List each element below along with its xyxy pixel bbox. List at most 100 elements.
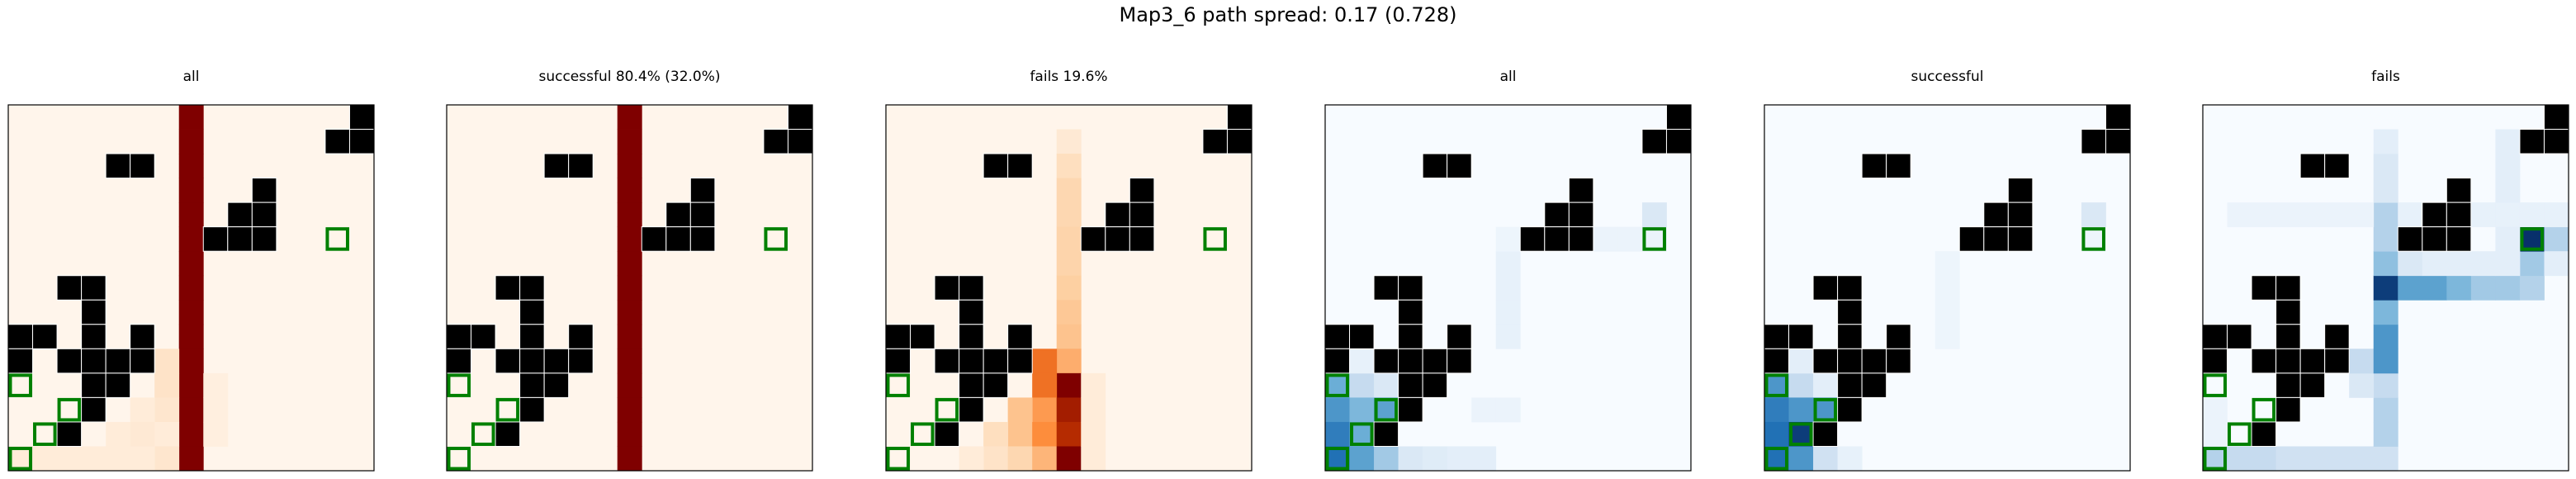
heatmap-cell: [2300, 202, 2326, 228]
heatmap-cell: [617, 178, 642, 203]
obstacle-cell: [1398, 275, 1423, 301]
obstacle-cell: [130, 324, 155, 349]
obstacle-cell: [1007, 153, 1033, 179]
obstacle-cell: [1422, 348, 1448, 374]
obstacle-cell: [2324, 324, 2350, 349]
obstacle-cell: [1568, 202, 1594, 228]
obstacle-cell: [959, 275, 984, 301]
heatmap-cell: [1788, 421, 1814, 447]
heatmap-cell: [1788, 397, 1814, 423]
goal-marker: [1325, 373, 1350, 397]
heatmap-cell: [57, 446, 82, 472]
obstacle-cell: [2275, 324, 2301, 349]
obstacle-cell: [1837, 348, 1863, 374]
heatmap-cell: [2349, 349, 2375, 374]
obstacle-cell: [641, 226, 667, 252]
heatmap-cell: [1374, 397, 1399, 423]
heatmap-cell: [1325, 397, 1350, 423]
heatmap-cell: [2373, 154, 2398, 178]
heatmap-cell: [203, 372, 229, 398]
obstacle-cell: [348, 104, 375, 130]
obstacle-cell: [2299, 372, 2326, 398]
heatmap-cell: [2081, 202, 2106, 228]
heatmap-cell: [1471, 446, 1497, 472]
heatmap-cell: [2203, 397, 2228, 423]
heatmap-cell: [2373, 251, 2398, 277]
heatmap-cell: [2203, 446, 2228, 472]
heatmap-cell: [2373, 202, 2398, 228]
heatmap-cell: [1447, 446, 1472, 472]
heatmap-cell: [1007, 397, 1033, 423]
obstacle-cell: [959, 372, 984, 398]
heatmap-cell: [1032, 421, 1058, 447]
heatmap-cell: [2373, 226, 2398, 252]
heatmap-cell: [1056, 154, 1082, 178]
heatmap-cell: [617, 251, 642, 277]
obstacle-cell: [251, 202, 277, 228]
heatmap-cell: [2446, 275, 2472, 301]
obstacle-cell: [959, 299, 984, 325]
obstacle-cell: [1324, 324, 1351, 349]
obstacle-cell: [2105, 104, 2131, 130]
heatmap-cell: [1813, 446, 1838, 472]
goal-marker: [886, 373, 911, 397]
obstacle-cell: [1398, 372, 1423, 398]
heatmap-cell: [2227, 202, 2252, 228]
obstacle-cell: [2397, 226, 2423, 252]
obstacle-cell: [105, 348, 131, 374]
goal-marker: [57, 397, 82, 422]
obstacle-cell: [689, 178, 716, 203]
heatmap-cell: [1423, 446, 1448, 472]
obstacle-cell: [1837, 324, 1863, 349]
obstacle-cell: [1349, 324, 1375, 349]
heatmap-cell: [2495, 251, 2521, 277]
obstacle-cell: [2105, 129, 2131, 154]
obstacle-cell: [2422, 202, 2447, 228]
obstacle-cell: [56, 348, 83, 374]
heatmap-cell: [1349, 372, 1375, 398]
heatmap-cell: [1349, 446, 1375, 472]
panel-frame: [7, 104, 375, 472]
figure-title: Map3_6 path spread: 0.17 (0.728): [1119, 3, 1457, 26]
obstacle-cell: [1837, 372, 1863, 398]
heatmap-cell: [1495, 226, 1521, 252]
obstacle-cell: [1886, 348, 1911, 374]
heatmap-panel-6: fails: [2202, 69, 2569, 472]
goal-marker: [2252, 397, 2276, 422]
obstacle-cell: [959, 396, 984, 423]
obstacle-cell: [81, 275, 107, 301]
obstacle-cell: [495, 275, 521, 301]
panel-title: fails 19.6%: [1030, 69, 1107, 85]
obstacle-cell: [885, 324, 912, 349]
obstacle-cell: [81, 299, 107, 325]
obstacle-cell: [568, 153, 594, 179]
obstacle-cell: [665, 202, 691, 228]
obstacle-cell: [81, 396, 107, 423]
goal-marker: [1642, 227, 1666, 251]
obstacle-cell: [446, 348, 472, 374]
heatmap-cell: [2495, 178, 2521, 203]
obstacle-cell: [56, 275, 83, 301]
obstacle-cell: [495, 421, 521, 447]
heatmap-cell: [1056, 421, 1082, 447]
heatmap-cell: [154, 397, 180, 423]
heatmap-cell: [1788, 349, 1814, 374]
heatmap-cell: [1764, 372, 1789, 398]
goal-marker: [1350, 422, 1374, 446]
heatmap-cell: [178, 129, 204, 154]
obstacle-cell: [568, 348, 594, 374]
obstacle-cell: [81, 348, 107, 374]
heatmap-cell: [617, 446, 642, 472]
heatmap-cell: [1056, 251, 1082, 277]
panel-title: fails: [2371, 69, 2400, 85]
goal-marker: [1813, 397, 1838, 422]
obstacle-cell: [7, 348, 34, 374]
obstacle-cell: [2324, 348, 2350, 374]
heatmap-cell: [2373, 129, 2398, 154]
obstacle-cell: [56, 421, 83, 447]
obstacle-cell: [1958, 226, 1985, 252]
heatmap-cell: [1056, 397, 1082, 423]
obstacle-cell: [1398, 348, 1423, 374]
heatmap-cell: [178, 226, 204, 252]
panel-frame: [885, 104, 1252, 472]
